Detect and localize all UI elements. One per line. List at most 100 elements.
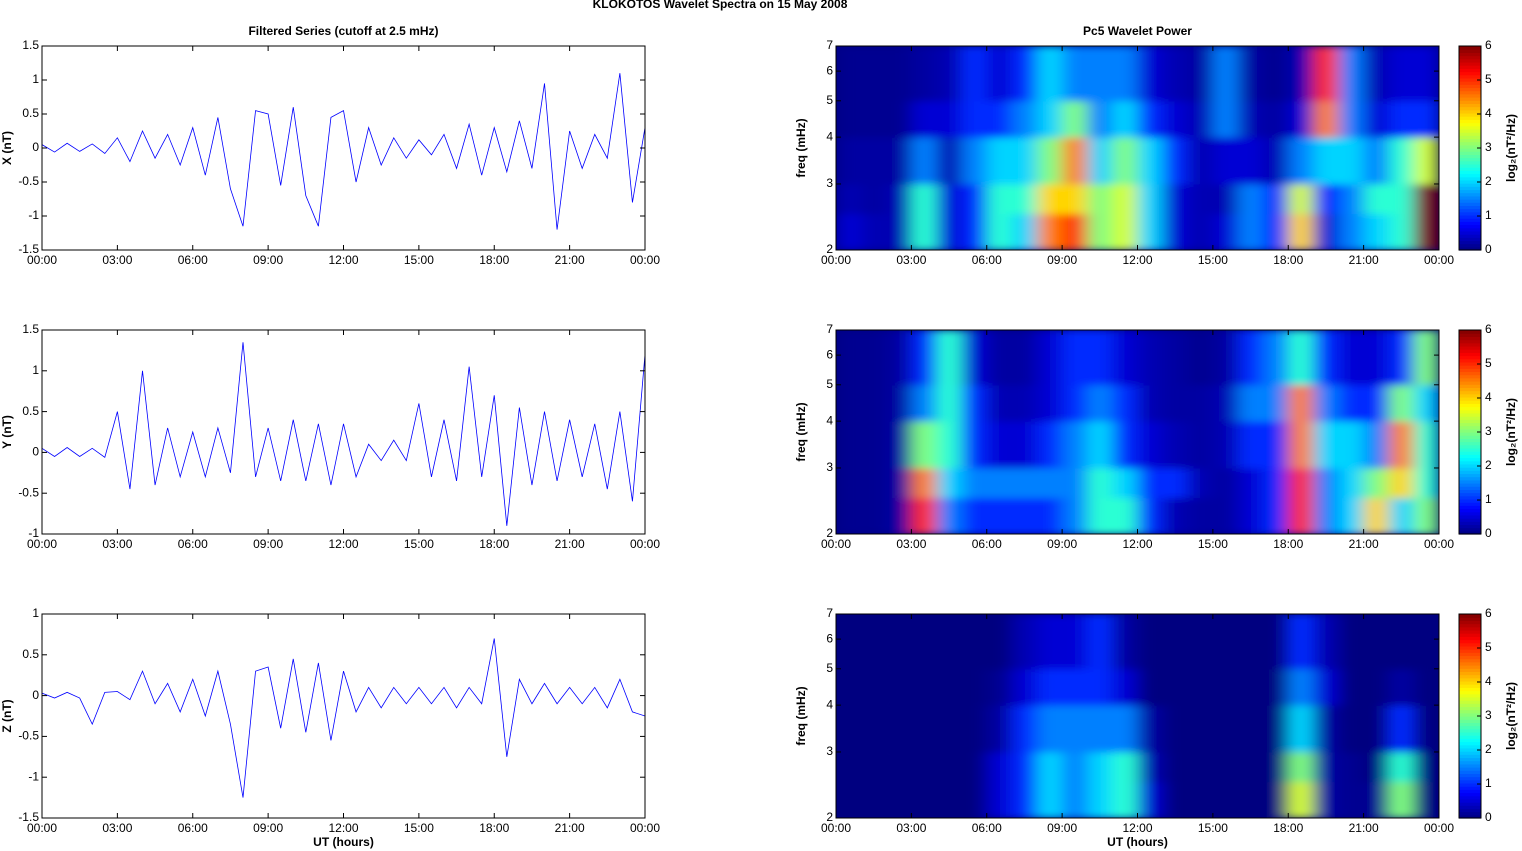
heatmap-cell	[986, 668, 1013, 706]
heatmap-cell	[1363, 100, 1390, 138]
y-tick-label: 1.5	[22, 38, 39, 52]
heatmap-cell	[1388, 614, 1415, 670]
heatmap-cell	[961, 100, 988, 138]
heatmap-cell	[1187, 183, 1214, 215]
heatmap-cell	[1238, 421, 1264, 469]
colorbar-swatch	[1459, 700, 1481, 704]
heatmap-cell	[1363, 705, 1390, 753]
y-tick-label: 6	[826, 631, 833, 645]
colorbar-swatch	[1459, 658, 1481, 663]
colorbar-swatch	[1459, 652, 1481, 657]
x-tick-label: 06:00	[178, 537, 208, 551]
colorbar-swatch	[1459, 457, 1481, 462]
x-tick-label: 09:00	[253, 537, 283, 551]
heatmap-cell	[911, 384, 937, 422]
heatmap-cell	[861, 421, 887, 469]
heatmap-cell	[1363, 668, 1390, 706]
y-tick-label: 4	[826, 413, 833, 427]
heatmap-cell	[1313, 421, 1339, 469]
colorbar-swatch	[1459, 46, 1481, 50]
heatmap-cell	[986, 46, 1013, 102]
colorbar-swatch	[1459, 52, 1481, 57]
heatmap-cell	[1313, 213, 1339, 250]
heatmap-cell	[1087, 467, 1113, 499]
heatmap-cell	[961, 614, 988, 670]
colorbar-swatch	[1459, 138, 1481, 143]
colorbar-swatch	[1459, 661, 1481, 666]
y-tick-label: -1	[28, 208, 39, 222]
colorbar-swatch	[1459, 776, 1481, 781]
colorbar-tick-label: 5	[1485, 640, 1492, 654]
heatmap-cell	[911, 137, 937, 185]
heatmap-cell	[1338, 137, 1365, 185]
heatmap-cell	[861, 467, 887, 499]
x-tick-label: 00:00	[1424, 821, 1454, 835]
heatmap-cell	[1338, 614, 1365, 670]
heatmap-cell	[1137, 100, 1164, 138]
heatmap-cell	[1288, 384, 1314, 422]
colorbar-swatch	[1459, 330, 1481, 334]
heatmap-cell	[911, 467, 937, 499]
heatmap-cell	[961, 46, 988, 102]
heatmap-cell	[1087, 421, 1113, 469]
heatmap-cell	[1288, 213, 1314, 250]
colorbar-tick-label: 0	[1485, 810, 1492, 824]
colorbar-label: log₂(nT²/Hz)	[1504, 114, 1518, 182]
colorbar-swatch	[1459, 795, 1481, 800]
heatmap-cell	[961, 781, 988, 818]
heatmap-cell	[1187, 497, 1214, 534]
heatmap-cell	[1413, 751, 1439, 783]
x-tick-label: 09:00	[1047, 537, 1077, 551]
colorbar-swatch	[1459, 444, 1481, 449]
heatmap-cell	[1162, 384, 1189, 422]
x-tick-label: 00:00	[630, 821, 660, 835]
y-tick-label: 3	[826, 176, 833, 190]
colorbar-swatch	[1459, 617, 1481, 621]
heatmap-cell	[1112, 705, 1138, 753]
colorbar-tick-label: 6	[1485, 606, 1492, 620]
heatmap-cell	[1162, 330, 1189, 386]
y-tick-label: -1	[28, 769, 39, 783]
heatmap-cell	[1388, 330, 1415, 386]
heatmap-cell	[1062, 781, 1088, 818]
colorbar-swatch	[1459, 345, 1481, 350]
colorbar-swatch	[1459, 218, 1481, 222]
heatmap-cell	[1037, 213, 1063, 250]
colorbar-swatch	[1459, 71, 1481, 76]
colorbar-swatch	[1459, 154, 1481, 159]
x-tick-label: 00:00	[821, 821, 851, 835]
colorbar-swatch	[1459, 633, 1481, 637]
colorbar-swatch	[1459, 132, 1481, 136]
heatmap-cell	[1388, 467, 1415, 499]
colorbar-swatch	[1459, 109, 1481, 114]
heatmap-cell	[961, 705, 988, 753]
heatmap-cell	[886, 751, 912, 783]
heatmap-cell	[886, 384, 912, 422]
heatmap-cell	[1288, 497, 1314, 534]
heatmap-cell	[1011, 137, 1038, 185]
heatmap-cell	[1187, 751, 1214, 783]
heatmap-cell	[1137, 781, 1164, 818]
heatmap-cell	[1388, 183, 1415, 215]
y-tick-label: 0	[32, 445, 39, 459]
heatmap-cell	[986, 213, 1013, 250]
heatmap-cell	[1011, 705, 1038, 753]
colorbar-swatch	[1459, 246, 1481, 251]
colorbar-swatch	[1459, 696, 1481, 701]
heatmap-cell	[1338, 668, 1365, 706]
heatmap-cell	[861, 137, 887, 185]
colorbar-swatch	[1459, 511, 1481, 516]
heatmap-cell	[1413, 705, 1439, 753]
heatmap-cell	[1087, 100, 1113, 138]
heatmap-cell	[911, 330, 937, 386]
heatmap	[836, 46, 1439, 250]
heatmap-cell	[1112, 384, 1138, 422]
heatmap-cell	[911, 421, 937, 469]
heatmap-cell	[1112, 213, 1138, 250]
colorbar-swatch	[1459, 684, 1481, 688]
colorbar-swatch	[1459, 186, 1481, 191]
heatmap-cell	[1212, 183, 1239, 215]
colorbar-swatch	[1459, 100, 1481, 104]
colorbar-swatch	[1459, 412, 1481, 417]
heatmap-cell	[1413, 183, 1439, 215]
